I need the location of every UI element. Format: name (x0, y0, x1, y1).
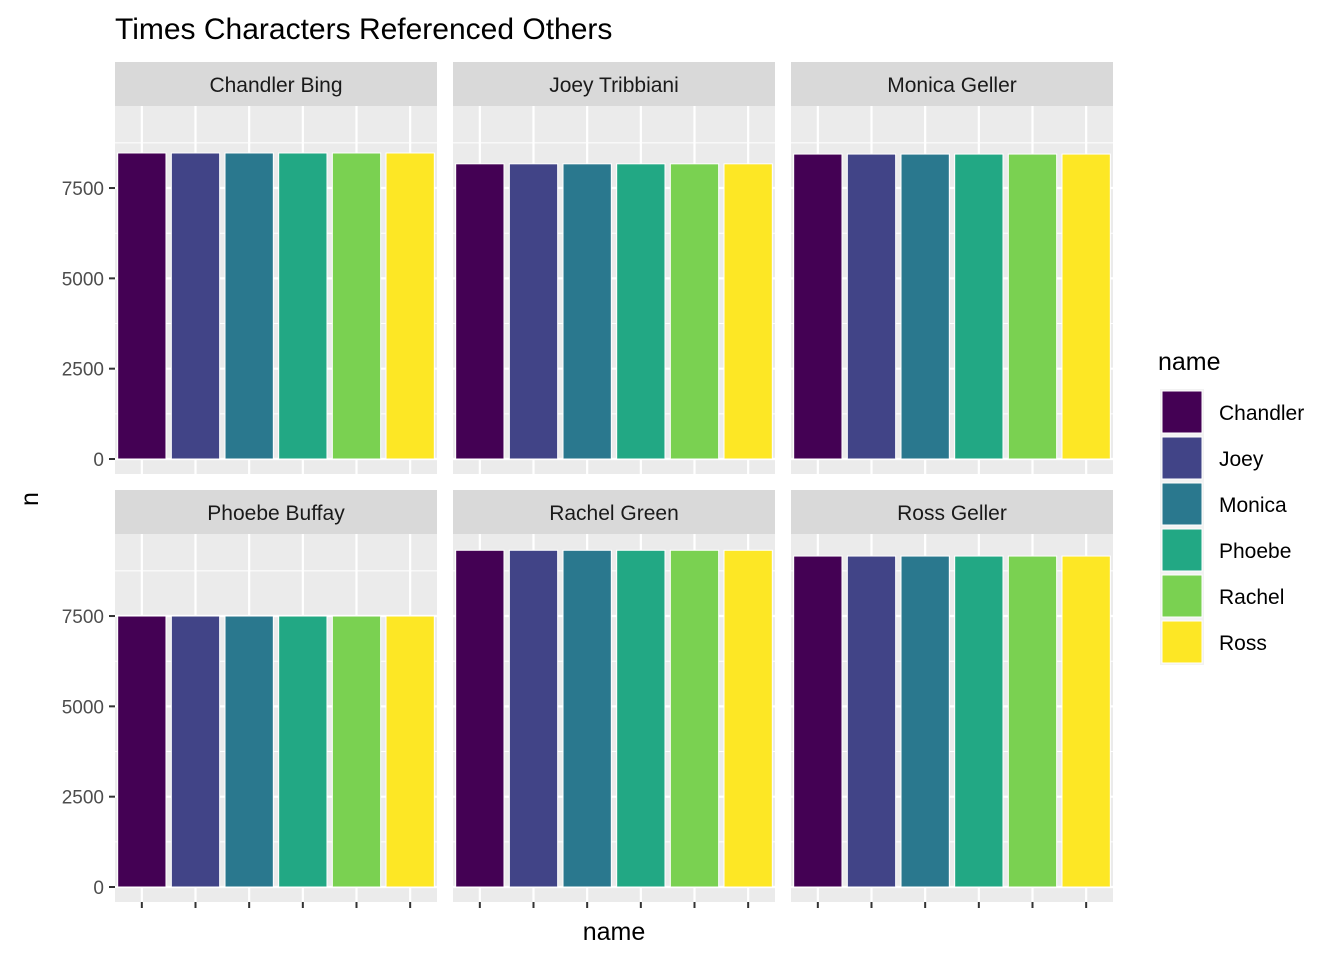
bar (385, 615, 435, 888)
bar (331, 152, 382, 460)
bar (562, 549, 612, 888)
bar (669, 549, 720, 888)
chart-title: Times Characters Referenced Others (115, 13, 612, 46)
panel-background (791, 534, 1113, 902)
bar (224, 615, 274, 888)
legend-key-swatch (1161, 482, 1203, 526)
legend-key-swatch (1161, 620, 1203, 664)
facet-panel: Joey Tribbiani (453, 62, 775, 474)
legend-entry: Monica (1160, 481, 1287, 527)
facet-strip-label: Ross Geller (897, 502, 1007, 525)
bar (723, 163, 773, 460)
legend-label: Rachel (1219, 586, 1284, 609)
bar (900, 555, 950, 888)
facet-strip (115, 62, 437, 106)
legend: name Chandler Joey Monica Phoebe Rachel Ross (1158, 348, 1304, 665)
bar (278, 615, 328, 888)
bar (1061, 153, 1111, 460)
bar (793, 153, 843, 460)
legend-label: Phoebe (1219, 540, 1291, 563)
y-tick-label: 5000 (62, 697, 104, 718)
bar (846, 555, 897, 888)
bar (900, 153, 950, 460)
bar (954, 153, 1004, 460)
bar (846, 153, 897, 460)
bar (562, 163, 612, 460)
legend-entry: Rachel (1160, 573, 1284, 619)
legend-entry: Phoebe (1160, 527, 1291, 573)
panel-background (115, 534, 437, 902)
bar (723, 549, 773, 888)
bar (278, 152, 328, 460)
legend-key-swatch (1161, 528, 1203, 572)
bar (455, 549, 505, 888)
legend-label: Ross (1219, 632, 1267, 655)
legend-entry: Chandler (1160, 389, 1304, 435)
facet-strip-label: Joey Tribbiani (549, 74, 679, 97)
panel-background (453, 106, 775, 474)
bar (117, 152, 167, 460)
bar (508, 163, 559, 460)
bar (385, 152, 435, 460)
facet-strip-label: Chandler Bing (209, 74, 342, 97)
bar (170, 152, 221, 460)
y-tick-label: 2500 (62, 360, 104, 381)
facet-strip (115, 490, 437, 534)
facet-panel: Ross Geller (791, 490, 1113, 908)
facet-strip (453, 490, 775, 534)
y-tick-label: 0 (93, 878, 104, 899)
facet-strip (791, 490, 1113, 534)
facet-strip-label: Rachel Green (549, 502, 679, 525)
bar (117, 615, 167, 888)
x-axis-title: name (583, 918, 646, 946)
legend-title: name (1158, 348, 1221, 376)
facet-panel: Phoebe Buffay 0 2500 5000 7500 (62, 490, 437, 908)
bar (224, 152, 274, 460)
facet-strip (453, 62, 775, 106)
legend-key-swatch (1161, 390, 1203, 434)
facet-strip-label: Monica Geller (887, 74, 1017, 97)
bar (331, 615, 382, 888)
bar (508, 549, 559, 888)
legend-entry: Ross (1160, 619, 1267, 665)
y-tick-label: 2500 (62, 788, 104, 809)
facet-panel: Monica Geller (791, 62, 1113, 474)
bar (170, 615, 221, 888)
bar (455, 163, 505, 460)
facet-panel: Chandler Bing 0 2500 5000 7500 (62, 62, 437, 474)
y-axis-title: n (16, 492, 44, 506)
panel-background (791, 106, 1113, 474)
bar (1061, 555, 1111, 888)
panel-background (453, 534, 775, 902)
legend-label: Chandler (1219, 402, 1304, 425)
bar (616, 549, 666, 888)
y-tick-label: 7500 (62, 179, 104, 200)
bar (793, 555, 843, 888)
panel-background (115, 106, 437, 474)
bar (669, 163, 720, 460)
y-tick-label: 7500 (62, 607, 104, 628)
facet-strip-label: Phoebe Buffay (207, 502, 345, 525)
bar (1007, 153, 1058, 460)
legend-key-swatch (1161, 436, 1203, 480)
bar (954, 555, 1004, 888)
y-tick-label: 5000 (62, 269, 104, 290)
facet-strip (791, 62, 1113, 106)
legend-entry: Joey (1160, 435, 1264, 481)
facet-panel: Rachel Green (453, 490, 775, 908)
y-tick-label: 0 (93, 450, 104, 471)
bar (616, 163, 666, 460)
facet-panels: Chandler Bing 0 2500 5000 7500 Joey Tribbiani… (62, 62, 1113, 908)
bar (1007, 555, 1058, 888)
legend-key-swatch (1161, 574, 1203, 618)
legend-label: Joey (1219, 448, 1264, 471)
legend-label: Monica (1219, 494, 1287, 517)
